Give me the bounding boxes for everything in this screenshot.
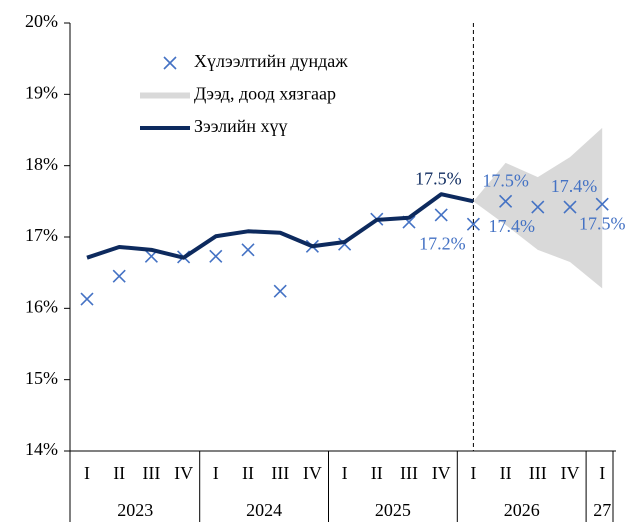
y-tick-label: 19%	[25, 82, 58, 102]
x-tick-label: I	[342, 463, 348, 483]
y-tick-label: 20%	[25, 11, 58, 31]
data-label: 17.2%	[419, 233, 466, 253]
y-tick-label: 14%	[25, 439, 58, 459]
x-tick-label: III	[271, 463, 289, 483]
x-tick-label: I	[470, 463, 476, 483]
scatter-point	[434, 208, 448, 222]
y-tick-label: 15%	[25, 368, 58, 388]
y-tick-label: 16%	[25, 296, 58, 316]
scatter-point	[563, 200, 577, 214]
x-tick-label: IV	[303, 463, 322, 483]
y-tick-label: 18%	[25, 154, 58, 174]
x-tick-label: IV	[432, 463, 451, 483]
legend-marker	[163, 56, 177, 70]
scatter-point	[80, 292, 94, 306]
x-group-label: 2023	[117, 500, 153, 520]
scatter-point	[241, 243, 255, 257]
data-label: 17.5%	[579, 213, 626, 233]
x-tick-label: I	[84, 463, 90, 483]
x-tick-label: II	[113, 463, 125, 483]
x-group-label: 27	[593, 500, 611, 520]
data-label: 17.4%	[489, 216, 536, 236]
y-tick-label: 17%	[25, 225, 58, 245]
scatter-point	[466, 217, 480, 231]
legend-label: Дээд, доод хязгаар	[194, 84, 336, 104]
data-label: 17.5%	[415, 168, 462, 188]
data-label: 17.5%	[482, 170, 529, 190]
x-tick-label: I	[599, 463, 605, 483]
scatter-point	[209, 249, 223, 263]
data-label: 17.4%	[551, 176, 598, 196]
scatter-point	[499, 194, 513, 208]
x-tick-label: I	[213, 463, 219, 483]
x-group-label: 2025	[375, 500, 411, 520]
x-group-label: 2024	[246, 500, 282, 520]
x-tick-label: III	[529, 463, 547, 483]
x-tick-label: IV	[174, 463, 193, 483]
x-tick-label: II	[242, 463, 254, 483]
legend-label: Хүлээлтийн дундаж	[194, 51, 348, 71]
scatter-point	[112, 269, 126, 283]
scatter-point	[273, 284, 287, 298]
legend-label: Зээлийн хүү	[194, 116, 288, 136]
scatter-point	[531, 200, 545, 214]
x-tick-label: III	[400, 463, 418, 483]
scatter-point	[595, 197, 609, 211]
x-group-label: 2026	[504, 500, 540, 520]
x-tick-label: IV	[561, 463, 580, 483]
x-tick-label: III	[142, 463, 160, 483]
x-tick-label: II	[500, 463, 512, 483]
x-tick-label: II	[371, 463, 383, 483]
line-series	[86, 192, 474, 260]
